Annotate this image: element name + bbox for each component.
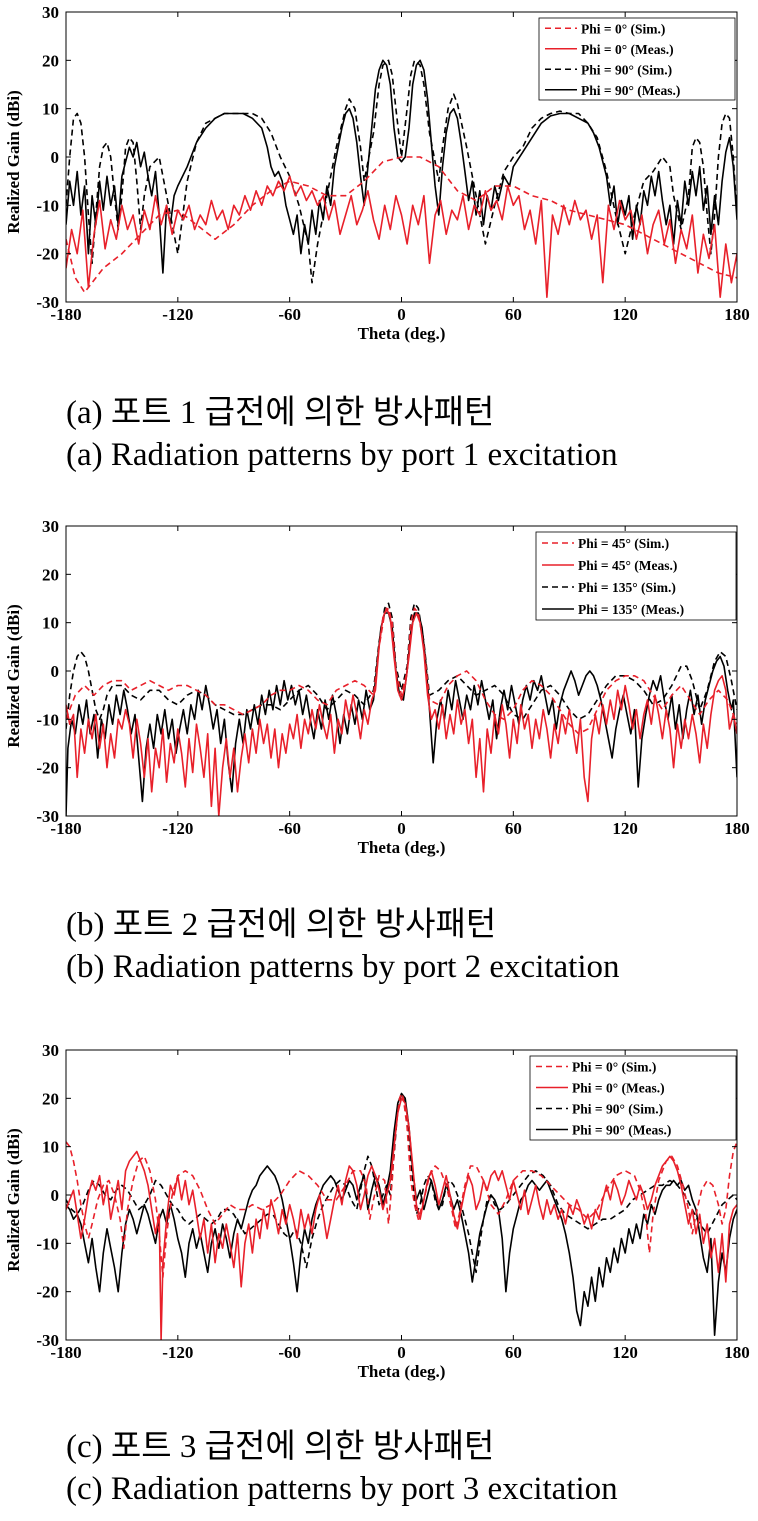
legend-entry: Phi = 90° (Meas.) [581, 83, 680, 98]
chart-b: -180 -120 -60 0 60 120 180 -30 -20 -10 0 10 20 30 Thet… [4, 517, 750, 857]
x-tick-label: -180 [50, 819, 81, 838]
caption-ko-b: (b) 포트 2 급전에 의한 방사패턴 [66, 907, 497, 943]
legend-entry: Phi = 45° (Meas.) [578, 558, 677, 573]
legend-entry: Phi = 0° (Sim.) [572, 1060, 656, 1075]
x-tick-label: 180 [724, 1343, 750, 1362]
chart-a: -180 -120 -60 0 60 120 180 -30 -20 -10 0 10 20 30 Thet… [4, 3, 750, 343]
y-tick-label: 0 [51, 1186, 60, 1205]
y-axis-label: Realized Gain (dBi) [4, 1128, 23, 1272]
series-line-1 [66, 1097, 737, 1340]
y-axis-label: Realized Gain (dBi) [4, 90, 23, 234]
x-tick-label: -60 [278, 819, 301, 838]
x-tick-label: -120 [162, 1343, 193, 1362]
series-line-1 [66, 607, 737, 816]
chart-panel-a: -180 -120 -60 0 60 120 180 -30 -20 -10 0 10 20 30 Thet… [0, 0, 758, 500]
legend-entry: Phi = 135° (Sim.) [578, 580, 676, 595]
x-tick-label: -120 [162, 819, 193, 838]
x-axis-label: Theta (deg.) [358, 324, 446, 343]
y-tick-label: -10 [36, 710, 59, 729]
y-tick-label: 30 [42, 3, 59, 22]
x-axis-label: Theta (deg.) [358, 1362, 446, 1381]
y-tick-label: -30 [36, 807, 59, 826]
legend-entry: Phi = 0° (Meas.) [581, 42, 674, 57]
x-tick-label: -120 [162, 305, 193, 324]
y-tick-label: 20 [42, 565, 59, 584]
legend-entry: Phi = 135° (Meas.) [578, 602, 684, 617]
x-tick-label: 0 [397, 1343, 406, 1362]
caption-ko-c: (c) 포트 3 급전에 의한 방사패턴 [66, 1429, 495, 1465]
x-tick-label: 120 [612, 305, 638, 324]
caption-en-a: (a) Radiation patterns by port 1 excitat… [66, 437, 618, 473]
legend-box [529, 1055, 737, 1141]
series-line-0 [66, 156, 737, 294]
caption-en-c: (c) Radiation patterns by port 3 excitat… [66, 1471, 618, 1507]
y-tick-label: -20 [36, 1283, 59, 1302]
x-tick-label: -180 [50, 1343, 81, 1362]
legend-box [535, 531, 737, 621]
x-tick-label: -60 [278, 305, 301, 324]
x-tick-label: 60 [505, 819, 522, 838]
x-tick-label: 60 [505, 305, 522, 324]
series-group [66, 602, 737, 816]
chart-c: -180 -120 -60 0 60 120 180 -30 -20 -10 0 10 20 30 Thet… [4, 1041, 750, 1381]
y-tick-label: 10 [42, 100, 59, 119]
series-line-3 [66, 59, 737, 274]
chart-panel-c: -180 -120 -60 0 60 120 180 -30 -20 -10 0 10 20 30 Thet… [0, 1038, 758, 1521]
y-tick-label: -30 [36, 1331, 59, 1350]
x-tick-label: -180 [50, 305, 81, 324]
caption-en-b: (b) Radiation patterns by port 2 excitat… [66, 949, 620, 985]
x-tick-label: 60 [505, 1343, 522, 1362]
x-axis-label: Theta (deg.) [358, 838, 446, 857]
x-tick-label: 180 [724, 305, 750, 324]
legend-entry: Phi = 45° (Sim.) [578, 536, 669, 551]
y-tick-label: -20 [36, 759, 59, 778]
y-tick-label: 10 [42, 1138, 59, 1157]
x-tick-label: 0 [397, 305, 406, 324]
series-line-3 [66, 1092, 737, 1336]
y-tick-label: 30 [42, 1041, 59, 1060]
y-tick-label: 20 [42, 51, 59, 70]
series-group [66, 59, 737, 298]
series-line-2 [66, 602, 737, 730]
y-tick-label: -30 [36, 293, 59, 312]
y-tick-label: -10 [36, 1234, 59, 1253]
x-tick-label: 180 [724, 819, 750, 838]
series-group [66, 1092, 737, 1340]
legend-entry: Phi = 90° (Sim.) [572, 1102, 663, 1117]
y-tick-label: 20 [42, 1089, 59, 1108]
x-tick-label: 120 [612, 819, 638, 838]
y-axis-label: Realized Gain (dBi) [4, 604, 23, 748]
y-tick-label: 10 [42, 614, 59, 633]
x-tick-label: 120 [612, 1343, 638, 1362]
legend-entry: Phi = 0° (Meas.) [572, 1081, 665, 1096]
series-line-0 [66, 1092, 737, 1278]
y-tick-label: 0 [51, 148, 60, 167]
legend-entry: Phi = 0° (Sim.) [581, 21, 665, 36]
series-line-2 [66, 59, 737, 284]
legend-entry: Phi = 90° (Meas.) [572, 1123, 671, 1138]
x-tick-label: 0 [397, 819, 406, 838]
chart-panel-b: -180 -120 -60 0 60 120 180 -30 -20 -10 0 10 20 30 Thet… [0, 514, 758, 1014]
legend-entry: Phi = 90° (Sim.) [581, 62, 672, 77]
series-line-0 [66, 607, 737, 735]
y-tick-label: -20 [36, 245, 59, 264]
legend-box [538, 17, 736, 101]
caption-ko-a: (a) 포트 1 급전에 의한 방사패턴 [66, 395, 495, 431]
x-tick-label: -60 [278, 1343, 301, 1362]
y-tick-label: 30 [42, 517, 59, 536]
y-tick-label: -10 [36, 196, 59, 215]
y-tick-label: 0 [51, 662, 60, 681]
